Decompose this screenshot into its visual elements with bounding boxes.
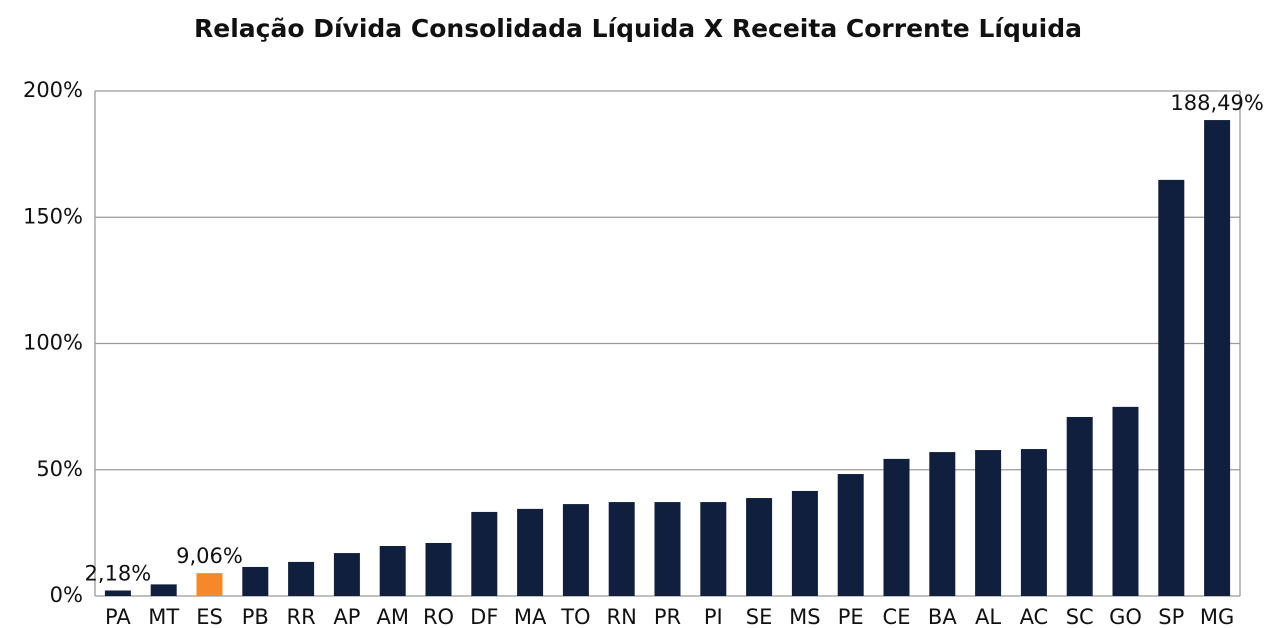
bar [1020, 449, 1047, 596]
y-tick-label: 150% [23, 204, 83, 228]
x-tick-label: PE [838, 605, 864, 628]
bar [333, 553, 360, 596]
bar [1112, 406, 1139, 596]
bar [242, 566, 269, 596]
bar [791, 490, 818, 596]
x-tick-label: BA [928, 605, 957, 628]
bar [288, 561, 315, 596]
bar [1158, 179, 1185, 596]
x-tick-label: RR [287, 605, 316, 628]
bar [1204, 120, 1231, 597]
data-label: 188,49% [1170, 91, 1263, 115]
x-tick-label: SE [746, 605, 773, 628]
bar [608, 502, 635, 596]
bar [883, 458, 910, 596]
y-tick-label: 100% [23, 331, 83, 355]
y-tick-label: 50% [36, 457, 83, 481]
x-tick-label: SC [1066, 605, 1094, 628]
x-tick-label: MG [1200, 605, 1234, 628]
x-tick-label: AM [376, 605, 408, 628]
x-tick-label: SP [1158, 605, 1184, 628]
x-tick-label: PR [654, 605, 681, 628]
x-tick-label: AL [975, 605, 1001, 628]
chart-title: Relação Dívida Consolidada Líquida X Rec… [194, 14, 1082, 43]
bar [1066, 416, 1093, 596]
bar [700, 502, 727, 596]
x-tick-label: PI [704, 605, 723, 628]
bar [746, 498, 773, 596]
x-tick-label: PA [105, 605, 131, 628]
bar [929, 452, 956, 596]
bar [654, 502, 681, 596]
bar [196, 573, 223, 596]
bar [104, 590, 131, 596]
data-label: 2,18% [85, 561, 152, 585]
x-tick-label: MS [789, 605, 820, 628]
bar [837, 474, 864, 596]
x-tick-label: RO [423, 605, 454, 628]
bar [379, 546, 406, 596]
x-tick-label: PB [242, 605, 269, 628]
bar [425, 542, 452, 596]
y-tick-label: 200% [23, 78, 83, 102]
bar [517, 508, 544, 596]
data-label: 9,06% [176, 544, 243, 568]
x-tick-label: AC [1020, 605, 1049, 628]
bar [150, 584, 177, 596]
x-tick-label: AP [333, 605, 360, 628]
x-tick-label: MT [148, 605, 179, 628]
x-tick-label: ES [196, 605, 223, 628]
bar [562, 504, 589, 596]
bar [471, 511, 498, 596]
x-tick-label: MA [514, 605, 547, 628]
x-tick-label: TO [560, 605, 590, 628]
x-tick-label: GO [1109, 605, 1142, 628]
x-tick-label: CE [883, 605, 911, 628]
y-tick-label: 0% [50, 583, 83, 607]
x-tick-label: RN [607, 605, 637, 628]
bar [975, 450, 1002, 596]
x-tick-label: DF [470, 605, 498, 628]
